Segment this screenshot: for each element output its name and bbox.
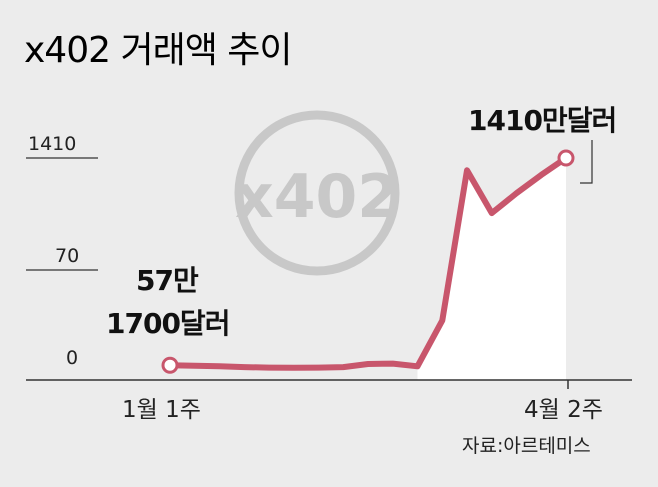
- y-tick-label: 70: [55, 245, 79, 267]
- series-line: [167, 155, 569, 371]
- y-tick-label: 0: [66, 347, 78, 369]
- x-tick-label: 1월 1주: [122, 397, 201, 423]
- y-axis: 1410 70 0: [26, 133, 98, 369]
- end-leader-line: [580, 140, 593, 184]
- end-annotation: 1410만달러: [468, 104, 616, 137]
- x402-watermark: x402: [234, 110, 400, 276]
- x-tick-label: 4월 2주: [524, 397, 603, 423]
- line-layer: [161, 149, 575, 374]
- watermark-text: x402: [235, 162, 399, 232]
- source-label: 자료:아르테미스: [462, 435, 591, 457]
- area-layer: [417, 158, 566, 380]
- chart-title: x402 거래액 추이: [24, 30, 292, 71]
- start-point-marker: [161, 356, 179, 374]
- y-tick-label: 1410: [28, 133, 76, 155]
- end-point-marker: [557, 149, 575, 167]
- start-annotation-line1: 57만: [136, 264, 199, 297]
- series-area: [417, 158, 566, 380]
- start-annotation-line2: 1700달러: [106, 307, 229, 340]
- watermark-circle: [234, 110, 400, 276]
